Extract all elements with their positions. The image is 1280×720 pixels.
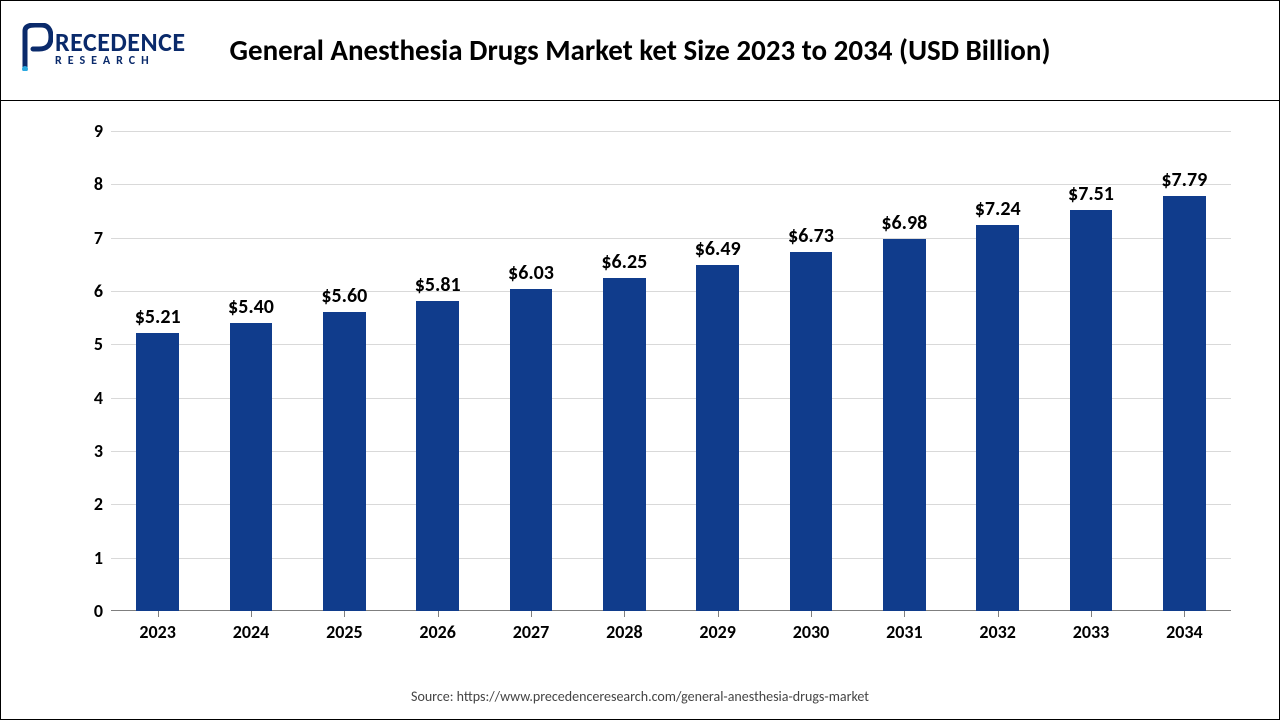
bar-value-label: $5.60 bbox=[321, 284, 367, 308]
bar bbox=[696, 265, 739, 611]
y-tick-label: 5 bbox=[63, 333, 103, 355]
bar-value-label: $7.79 bbox=[1161, 168, 1207, 192]
bar-value-label: $6.03 bbox=[508, 261, 554, 285]
bar bbox=[1070, 210, 1113, 611]
bar bbox=[883, 239, 926, 611]
y-tick-label: 9 bbox=[63, 120, 103, 142]
x-tick-mark bbox=[158, 611, 159, 617]
x-tick-label: 2024 bbox=[233, 621, 270, 643]
bar-value-label: $7.51 bbox=[1068, 182, 1114, 206]
y-tick-label: 2 bbox=[63, 493, 103, 515]
x-tick-mark bbox=[344, 611, 345, 617]
y-tick-label: 7 bbox=[63, 227, 103, 249]
logo: RECEDENCE RESEARCH bbox=[19, 23, 186, 71]
x-tick-label: 2033 bbox=[1073, 621, 1110, 643]
bar-value-label: $6.25 bbox=[601, 250, 647, 274]
plot-area bbox=[111, 131, 1231, 611]
x-tick-label: 2025 bbox=[326, 621, 363, 643]
bar bbox=[323, 312, 366, 611]
x-tick-mark bbox=[531, 611, 532, 617]
gridline bbox=[111, 131, 1231, 132]
x-tick-label: 2031 bbox=[886, 621, 923, 643]
gridline bbox=[111, 504, 1231, 505]
bar-value-label: $7.24 bbox=[975, 197, 1021, 221]
x-axis-line bbox=[111, 610, 1231, 611]
bar-value-label: $6.98 bbox=[881, 211, 927, 235]
y-tick-label: 8 bbox=[63, 173, 103, 195]
x-tick-label: 2023 bbox=[139, 621, 176, 643]
x-tick-label: 2029 bbox=[699, 621, 736, 643]
y-tick-label: 4 bbox=[63, 387, 103, 409]
gridline bbox=[111, 558, 1231, 559]
title-bar: RECEDENCE RESEARCH General Anesthesia Dr… bbox=[1, 1, 1279, 101]
logo-sub-text: RESEARCH bbox=[55, 54, 186, 68]
gridline bbox=[111, 398, 1231, 399]
bar bbox=[136, 333, 179, 611]
bar bbox=[790, 252, 833, 611]
x-tick-mark bbox=[904, 611, 905, 617]
x-tick-mark bbox=[718, 611, 719, 617]
bar-value-label: $5.40 bbox=[228, 295, 274, 319]
logo-p-icon bbox=[19, 23, 53, 71]
gridline bbox=[111, 238, 1231, 239]
y-tick-label: 1 bbox=[63, 547, 103, 569]
bar-value-label: $6.49 bbox=[695, 237, 741, 261]
x-tick-mark bbox=[1091, 611, 1092, 617]
bar-value-label: $5.81 bbox=[415, 273, 461, 297]
x-tick-label: 2032 bbox=[979, 621, 1016, 643]
x-tick-mark bbox=[811, 611, 812, 617]
x-tick-mark bbox=[624, 611, 625, 617]
chart-region: 0 1 2 3 4 5 6 7 8 9 2023 $5.21 2024 $5.40 2025 $5.60 202… bbox=[1, 101, 1280, 661]
y-tick-label: 3 bbox=[63, 440, 103, 462]
y-tick-label: 6 bbox=[63, 280, 103, 302]
gridline bbox=[111, 184, 1231, 185]
gridline bbox=[111, 451, 1231, 452]
x-tick-label: 2026 bbox=[419, 621, 456, 643]
x-tick-label: 2027 bbox=[513, 621, 550, 643]
x-tick-mark bbox=[251, 611, 252, 617]
gridline bbox=[111, 344, 1231, 345]
bar bbox=[1163, 196, 1206, 611]
bar bbox=[230, 323, 273, 611]
logo-text: RECEDENCE RESEARCH bbox=[55, 26, 186, 68]
bar bbox=[416, 301, 459, 611]
bar bbox=[603, 278, 646, 611]
bar-value-label: $6.73 bbox=[788, 224, 834, 248]
bar-value-label: $5.21 bbox=[135, 305, 181, 329]
y-tick-label: 0 bbox=[63, 600, 103, 622]
x-tick-label: 2028 bbox=[606, 621, 643, 643]
bar bbox=[510, 289, 553, 611]
bar bbox=[976, 225, 1019, 611]
x-tick-label: 2034 bbox=[1166, 621, 1203, 643]
x-tick-mark bbox=[438, 611, 439, 617]
source-text: Source: https://www.precedenceresearch.c… bbox=[1, 688, 1279, 705]
gridline bbox=[111, 291, 1231, 292]
x-tick-mark bbox=[998, 611, 999, 617]
x-tick-mark bbox=[1184, 611, 1185, 617]
chart-title: General Anesthesia Drugs Market ket Size… bbox=[1, 32, 1279, 68]
x-tick-label: 2030 bbox=[793, 621, 830, 643]
